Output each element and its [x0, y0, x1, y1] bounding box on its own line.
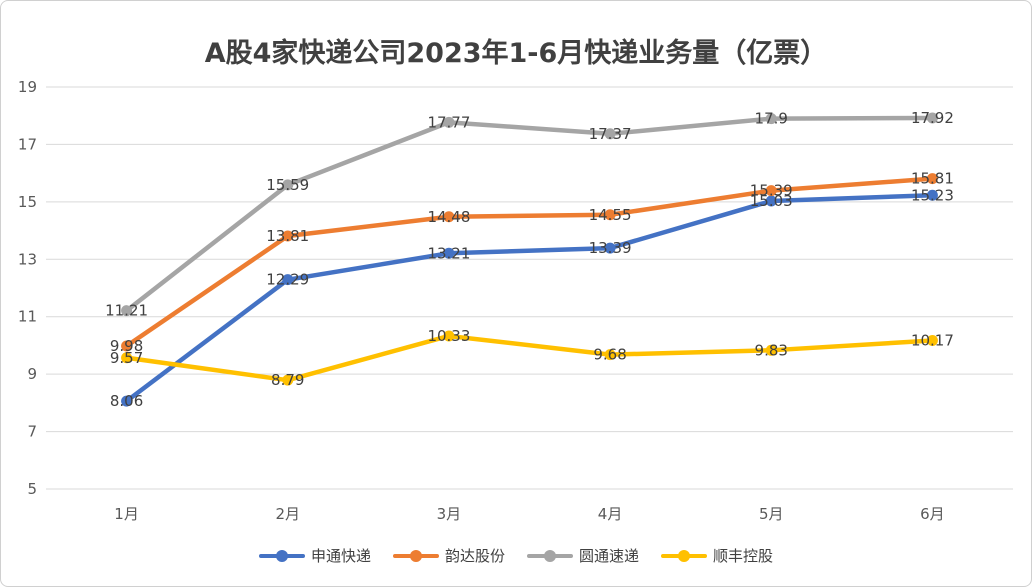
data-label: 15.23 — [911, 186, 954, 204]
data-point — [926, 173, 938, 185]
data-point — [282, 274, 294, 286]
series-line-1 — [124, 176, 935, 349]
data-label: 9.98 — [110, 337, 143, 355]
data-label: 15.03 — [750, 192, 793, 210]
data-label: 17.92 — [911, 109, 954, 127]
data-point — [926, 335, 938, 347]
data-point — [443, 116, 455, 128]
data-label: 9.57 — [110, 349, 143, 367]
data-label: 14.55 — [589, 206, 632, 224]
data-label: 12.29 — [266, 271, 309, 289]
data-point — [443, 211, 455, 223]
legend-label: 圆通速递 — [579, 547, 640, 565]
data-point — [604, 242, 616, 254]
data-point — [604, 349, 616, 361]
y-tick-label: 15 — [18, 193, 37, 211]
data-point — [282, 230, 294, 242]
data-label: 15.59 — [266, 176, 309, 194]
data-point — [926, 112, 938, 124]
y-tick-label: 5 — [27, 480, 37, 498]
data-label: 17.9 — [755, 110, 788, 128]
data-label: 13.39 — [589, 239, 632, 257]
legend-marker — [275, 549, 288, 562]
y-tick-label: 9 — [27, 365, 37, 383]
data-label: 17.37 — [589, 125, 632, 143]
legend-label: 申通快递 — [310, 547, 371, 565]
data-point — [121, 395, 133, 407]
data-label: 13.81 — [266, 227, 309, 245]
legend-swatch — [527, 549, 573, 562]
legend-marker — [544, 549, 556, 562]
data-label: 9.83 — [755, 341, 788, 359]
x-tick-label: 4月 — [598, 505, 623, 523]
data-point — [604, 128, 616, 140]
data-label: 15.39 — [750, 182, 793, 200]
data-label: 10.17 — [911, 332, 954, 350]
legend-item: 韵达股份 — [392, 545, 505, 566]
legend-swatch — [392, 549, 439, 562]
data-label: 8.79 — [271, 371, 304, 389]
chart-legend: 申通快递 韵达股份 圆通速递 顺丰控股 — [1, 545, 1031, 566]
chart-title: A股4家快递公司2023年1-6月快递业务量（亿票） — [204, 38, 828, 69]
data-label: 17.77 — [427, 113, 470, 131]
y-tick-label: 13 — [18, 250, 37, 268]
data-point — [765, 195, 777, 207]
data-label: 10.33 — [427, 327, 470, 345]
data-point — [765, 113, 777, 125]
data-point — [765, 185, 777, 197]
y-tick-label: 19 — [18, 78, 37, 96]
data-label: 11.21 — [105, 302, 148, 320]
data-label: 14.48 — [427, 208, 470, 226]
y-tick-label: 11 — [18, 308, 37, 326]
data-point — [121, 340, 133, 352]
data-point — [604, 209, 616, 221]
data-point — [765, 344, 777, 356]
data-label: 8.06 — [110, 392, 143, 410]
legend-marker — [678, 549, 691, 562]
x-tick-label: 6月 — [920, 505, 945, 523]
legend-item: 顺丰控股 — [661, 545, 773, 566]
y-tick-label: 17 — [18, 135, 37, 153]
legend-item: 圆通速递 — [527, 545, 639, 566]
series-line-3 — [124, 333, 935, 383]
legend-swatch — [661, 549, 708, 562]
data-label: 9.68 — [593, 346, 626, 364]
legend-label: 韵达股份 — [444, 547, 505, 565]
data-point — [121, 305, 133, 317]
data-point — [282, 374, 294, 386]
data-point — [121, 352, 133, 364]
x-tick-label: 3月 — [437, 505, 462, 523]
series-line-0 — [124, 193, 935, 404]
x-tick-label: 5月 — [759, 505, 784, 523]
series-line-2 — [124, 115, 935, 313]
legend-label: 顺丰控股 — [713, 547, 774, 565]
legend-item: 申通快递 — [258, 545, 371, 566]
legend-marker — [409, 549, 422, 562]
data-label: 13.21 — [427, 244, 470, 262]
data-label: 15.81 — [911, 170, 954, 188]
data-point — [443, 247, 455, 259]
y-tick-label: 7 — [27, 423, 37, 441]
x-tick-label: 1月 — [114, 505, 139, 523]
legend-swatch — [258, 549, 305, 562]
x-tick-label: 2月 — [275, 505, 300, 523]
data-point — [443, 330, 455, 342]
data-point — [282, 179, 294, 191]
data-point — [926, 189, 938, 201]
